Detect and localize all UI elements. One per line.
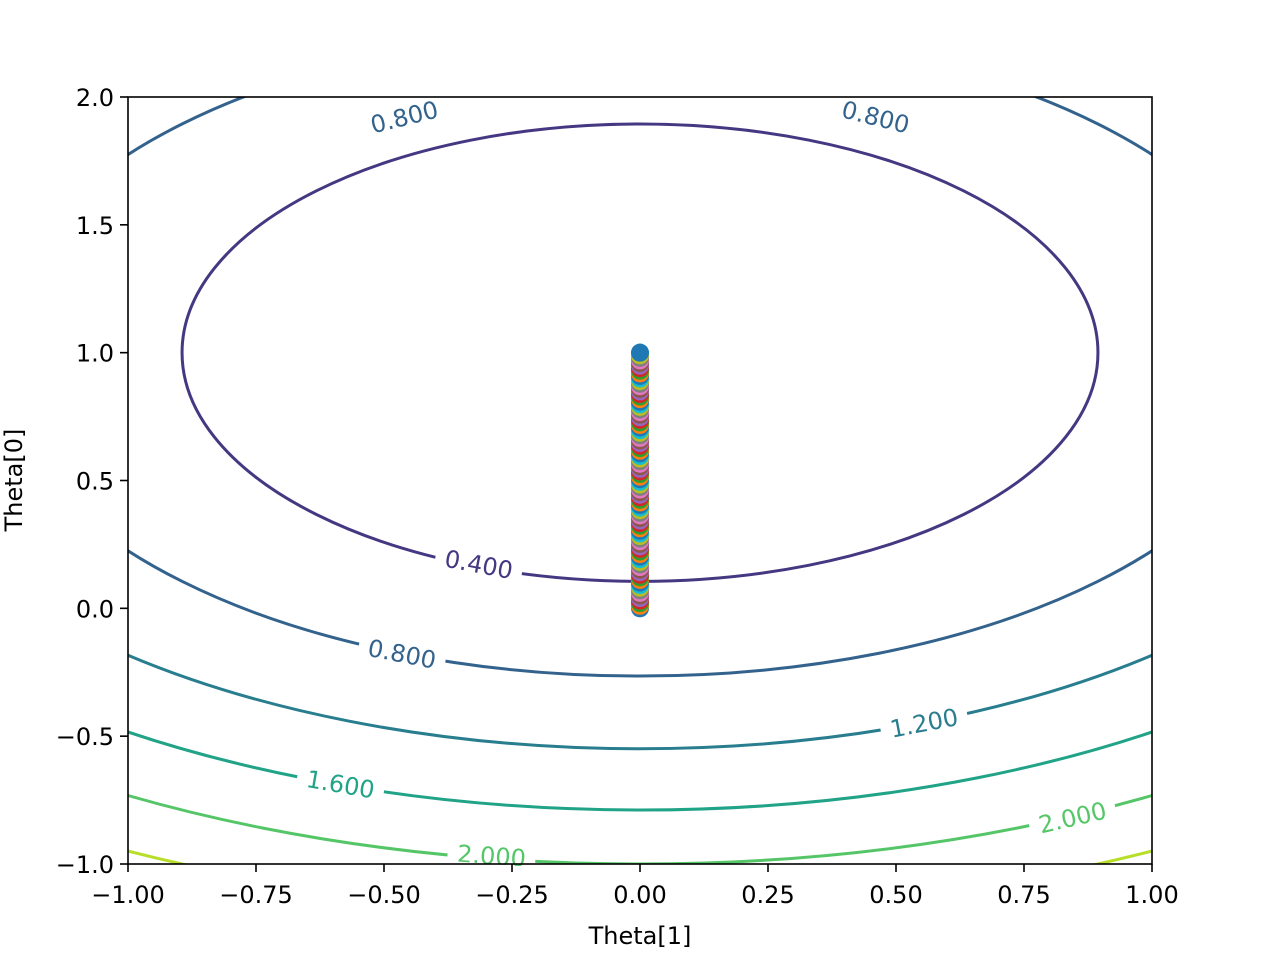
x-tick-label-5: 0.25	[741, 881, 794, 909]
y-tick-label-4: 1.0	[76, 340, 114, 368]
contour-label-1: 0.800	[368, 96, 441, 140]
contour-label-6: 2.000	[1036, 797, 1109, 840]
contour-label-gap-1	[358, 97, 451, 142]
x-tick-label-4: 0.00	[613, 881, 666, 909]
contour-label-7: 2.000	[456, 840, 527, 873]
contour-line-1	[128, 97, 1152, 678]
contour-label-0: 0.400	[442, 545, 515, 585]
contour-label-gap-2	[829, 97, 922, 142]
contour-label-gap-5	[294, 763, 387, 807]
x-tick-label-2: −0.50	[347, 881, 421, 909]
y-tick-label-0: −1.0	[56, 851, 114, 879]
contour-label-masks	[294, 97, 1119, 864]
contour-label-gap-4	[878, 701, 971, 746]
contour-label-gap-7	[446, 839, 537, 864]
contour-label-2: 0.800	[839, 96, 912, 140]
contour-label-5: 1.600	[304, 765, 376, 804]
contour-label-gap-6	[1026, 794, 1119, 842]
y-tick-label-6: 2.0	[76, 84, 114, 112]
x-tick-label-7: 0.75	[997, 881, 1050, 909]
contour-label-3: 0.800	[366, 634, 439, 675]
x-axis-ticks: −1.00 −0.75 −0.50 −0.25 0.00 0.25 0.50 0.75 1.00	[91, 864, 1179, 909]
contour-labels: 0.400 0.800 0.800 0.800 1.200 1.600 2.000 2.000	[304, 96, 1109, 873]
scatter-points	[631, 343, 649, 618]
scatter-point-final	[631, 343, 649, 362]
contour-label-gap-3	[356, 632, 448, 677]
x-tick-label-3: −0.25	[475, 881, 549, 909]
contour-label-gap-0	[432, 542, 525, 587]
x-tick-label-8: 1.00	[1125, 881, 1178, 909]
contour-label-4: 1.200	[888, 703, 961, 743]
x-tick-label-0: −1.00	[91, 881, 165, 909]
y-tick-label-3: 0.5	[76, 468, 114, 496]
contour-line-2	[128, 653, 1152, 751]
x-tick-label-6: 0.50	[869, 881, 922, 909]
contour-line-3	[128, 730, 1152, 812]
y-axis-ticks: −1.0 −0.5 0.0 0.5 1.0 1.5 2.0	[56, 84, 128, 879]
y-tick-label-1: −0.5	[56, 723, 114, 751]
x-tick-label-1: −0.75	[219, 881, 293, 909]
y-tick-label-2: 0.0	[76, 595, 114, 623]
y-axis-title: Theta[0]	[0, 429, 28, 533]
y-tick-label-5: 1.5	[76, 212, 114, 240]
x-axis-title: Theta[1]	[588, 922, 692, 950]
